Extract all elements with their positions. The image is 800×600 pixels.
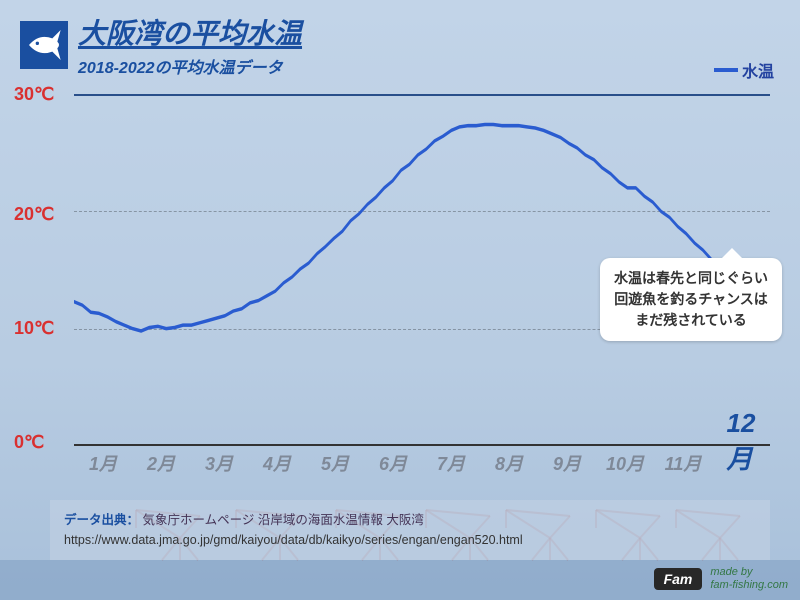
y-tick-0: 0℃ xyxy=(14,432,44,453)
y-tick-20: 20℃ xyxy=(14,204,54,225)
callout-line: 水温は春先と同じぐらい xyxy=(614,268,768,289)
data-source-box: データ出典： 気象庁ホームページ 沿岸域の海面水温情報 大阪湾 https://… xyxy=(50,500,770,560)
x-label: 6月 xyxy=(379,450,407,476)
x-label: 3月 xyxy=(205,450,233,476)
x-label: 7月 xyxy=(437,450,465,476)
page-title: 大阪湾の平均水温 xyxy=(78,12,302,52)
legend-label: 水温 xyxy=(742,58,774,82)
x-label: 9月 xyxy=(553,450,581,476)
header: 大阪湾の平均水温 2018-2022の平均水温データ xyxy=(20,12,780,78)
fish-logo-icon xyxy=(20,21,68,69)
brand-badge: Fam made by fam-fishing.com xyxy=(654,566,788,592)
x-axis-labels: 1月2月3月4月5月6月7月8月9月10月11月12月 xyxy=(74,448,770,476)
x-label: 2月 xyxy=(147,450,175,476)
brand-logo: Fam xyxy=(654,568,703,590)
page-subtitle: 2018-2022の平均水温データ xyxy=(78,54,302,78)
callout-line: まだ残されている xyxy=(614,310,768,331)
source-label: データ出典： xyxy=(64,513,139,527)
x-label: 1月 xyxy=(89,450,117,476)
x-label: 11月 xyxy=(665,450,702,476)
brand-madeby: made by xyxy=(710,566,788,579)
y-tick-10: 10℃ xyxy=(14,318,54,339)
source-text: 気象庁ホームページ 沿岸域の海面水温情報 大阪湾 xyxy=(143,513,424,527)
callout-line: 回遊魚を釣るチャンスは xyxy=(614,289,768,310)
x-label: 4月 xyxy=(263,450,291,476)
source-url: https://www.data.jma.go.jp/gmd/kaiyou/da… xyxy=(64,530,756,550)
legend-swatch xyxy=(714,68,738,72)
x-label: 5月 xyxy=(321,450,349,476)
callout-bubble: 水温は春先と同じぐらい 回遊魚を釣るチャンスは まだ残されている xyxy=(600,258,782,341)
x-label-highlight: 12月 xyxy=(727,408,756,476)
y-tick-30: 30℃ xyxy=(14,84,54,105)
brand-site: fam-fishing.com xyxy=(710,579,788,592)
legend: 水温 xyxy=(714,58,774,82)
x-label: 8月 xyxy=(495,450,523,476)
x-label: 10月 xyxy=(606,450,644,476)
